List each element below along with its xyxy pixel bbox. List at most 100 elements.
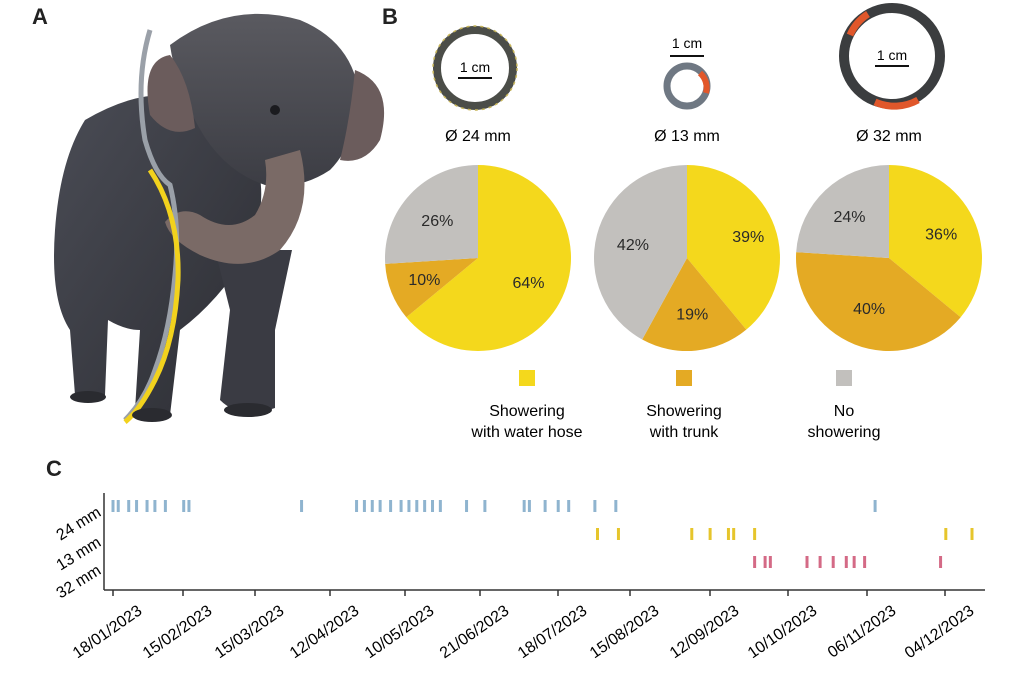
pie-slice-label: 39% (732, 229, 764, 246)
event-mark (438, 500, 442, 512)
x-tick-label: 21/06/2023 (437, 602, 512, 662)
event-mark (300, 500, 304, 512)
x-tick-label: 10/05/2023 (362, 602, 437, 662)
event-mark (768, 556, 772, 568)
legend-label: Showering (489, 403, 565, 420)
legend-label: Showering (646, 403, 722, 420)
x-tick-label: 15/02/2023 (140, 602, 215, 662)
event-mark (556, 500, 560, 512)
event-mark (818, 556, 822, 568)
pie-slice-label: 10% (408, 272, 440, 289)
ring-scale-label: 1 cm (672, 35, 702, 51)
event-mark (163, 500, 167, 512)
event-mark (389, 500, 393, 512)
event-mark (135, 500, 139, 512)
legend-label: No (834, 403, 855, 420)
elephant-photo (54, 13, 385, 424)
panel-label-a: A (32, 4, 48, 29)
event-mark (465, 500, 469, 512)
event-mark (614, 500, 618, 512)
ring-scale-label: 1 cm (877, 47, 907, 63)
ring-scale-label: 1 cm (460, 59, 490, 75)
pie-slice (385, 258, 478, 318)
ring-24mm (432, 25, 518, 111)
event-mark (378, 500, 382, 512)
ring-diameter-label: Ø 24 mm (445, 128, 511, 145)
event-mark (543, 500, 547, 512)
pie-slice (385, 165, 478, 264)
event-mark (423, 500, 427, 512)
event-mark (753, 528, 757, 540)
event-mark (595, 528, 599, 540)
event-mark (399, 500, 403, 512)
event-mark (831, 556, 835, 568)
event-mark (362, 500, 366, 512)
event-mark (483, 500, 487, 512)
ring-32mm (839, 3, 945, 110)
pie-slice-label: 26% (421, 213, 453, 230)
event-mark (805, 556, 809, 568)
legend-swatch (676, 370, 692, 386)
x-tick-label: 15/08/2023 (587, 602, 662, 662)
x-tick-label: 15/03/2023 (212, 602, 287, 662)
event-mark (852, 556, 856, 568)
x-tick-label: 18/07/2023 (515, 602, 590, 662)
legend-label: with trunk (649, 424, 719, 441)
event-mark (939, 556, 943, 568)
x-tick-label: 12/04/2023 (287, 602, 362, 662)
legend-swatch (836, 370, 852, 386)
event-mark (407, 500, 411, 512)
pie-slice (687, 165, 780, 330)
event-mark (370, 500, 374, 512)
event-mark (415, 500, 419, 512)
event-mark (111, 500, 115, 512)
event-mark (187, 500, 191, 512)
event-mark (873, 500, 877, 512)
event-mark (732, 528, 736, 540)
event-mark (863, 556, 867, 568)
event-mark (182, 500, 186, 512)
pie-slice (642, 258, 747, 351)
pie-slice-label: 42% (617, 237, 649, 254)
event-mark (127, 500, 131, 512)
legend-swatch (519, 370, 535, 386)
panel-b-figure: 1 cm Ø 24 mm 1 cm Ø 13 mm 1 cm Ø 32 mm 6… (385, 3, 982, 441)
panel-label-c: C (46, 456, 62, 481)
x-tick-label: 06/11/2023 (825, 602, 899, 661)
panel-label-b: B (382, 4, 398, 29)
event-mark (153, 500, 157, 512)
event-mark (970, 528, 974, 540)
event-mark (708, 528, 712, 540)
event-mark (431, 500, 435, 512)
legend-label: with water hose (470, 424, 582, 441)
event-mark (616, 528, 620, 540)
event-mark (522, 500, 526, 512)
pie-slice (796, 252, 961, 351)
x-tick-label: 18/01/2023 (70, 602, 145, 662)
pie-slice-label: 64% (512, 275, 544, 292)
ring-13mm (663, 55, 711, 110)
x-tick-label: 12/09/2023 (667, 602, 742, 662)
legend-label: showering (808, 424, 881, 441)
event-mark (116, 500, 120, 512)
pie-slice-label: 40% (853, 301, 885, 318)
event-mark (145, 500, 149, 512)
pie-slice-label: 24% (834, 209, 866, 226)
ring-diameter-label: Ø 13 mm (654, 128, 720, 145)
ring-diameter-label: Ø 32 mm (856, 128, 922, 145)
event-mark (355, 500, 359, 512)
pie-slice-label: 19% (676, 307, 708, 324)
event-mark (726, 528, 730, 540)
event-mark (844, 556, 848, 568)
x-tick-label: 10/10/2023 (745, 602, 820, 662)
x-tick-label: 04/12/2023 (902, 602, 977, 662)
event-mark (527, 500, 531, 512)
pie-slice (889, 165, 982, 318)
event-mark (593, 500, 597, 512)
event-mark (944, 528, 948, 540)
event-mark (690, 528, 694, 540)
event-mark (763, 556, 767, 568)
event-mark (753, 556, 757, 568)
event-mark (567, 500, 571, 512)
